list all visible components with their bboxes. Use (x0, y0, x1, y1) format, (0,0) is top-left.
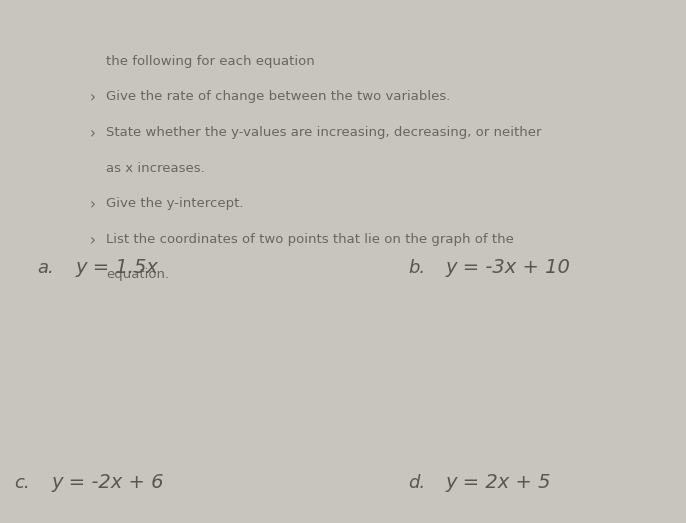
Text: List the coordinates of two points that lie on the graph of the: List the coordinates of two points that … (106, 233, 514, 246)
Text: State whether the y-values are increasing, decreasing, or neither: State whether the y-values are increasin… (106, 126, 542, 139)
Text: as x increases.: as x increases. (106, 162, 205, 175)
Text: b.: b. (408, 259, 425, 277)
Text: the following for each equation: the following for each equation (106, 55, 315, 68)
Text: a.: a. (38, 259, 54, 277)
Text: y = -3x + 10: y = -3x + 10 (446, 258, 571, 277)
Text: c.: c. (14, 474, 29, 492)
Text: y = 2x + 5: y = 2x + 5 (446, 473, 552, 492)
Text: y = 1.5x: y = 1.5x (75, 258, 158, 277)
Text: ›: › (89, 126, 95, 141)
Text: ›: › (89, 90, 95, 106)
Text: ›: › (89, 197, 95, 212)
Text: ›: › (89, 233, 95, 248)
Text: y = -2x + 6: y = -2x + 6 (51, 473, 164, 492)
Text: d.: d. (408, 474, 425, 492)
Text: Give the rate of change between the two variables.: Give the rate of change between the two … (106, 90, 451, 104)
Text: equation.: equation. (106, 268, 169, 281)
Text: Give the y-intercept.: Give the y-intercept. (106, 197, 244, 210)
